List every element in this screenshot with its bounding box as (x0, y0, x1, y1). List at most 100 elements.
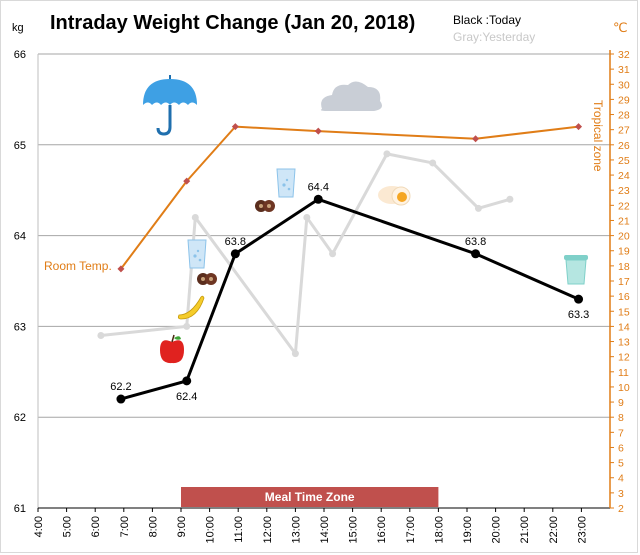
today-point (313, 194, 323, 204)
y-right-tick-label: 13 (618, 337, 630, 349)
chocolate-icon (255, 200, 275, 212)
x-tick-label: 10:00 (205, 516, 217, 544)
y-right-tick-label: 25 (618, 155, 630, 167)
y-right-tick-label: 26 (618, 140, 630, 152)
today-data-label: 62.4 (176, 391, 197, 403)
x-tick-label: 23:00 (576, 516, 588, 544)
left-axis-unit: kg (12, 22, 24, 34)
y-right-tick-label: 9 (618, 397, 624, 409)
y-right-tick-label: 27 (618, 125, 630, 137)
y-left-tick-label: 66 (14, 49, 26, 61)
y-right-tick-label: 22 (618, 200, 630, 212)
yesterday-point (97, 331, 105, 339)
egg-icon (378, 186, 411, 206)
tropical-zone-label: Tropical zone (591, 100, 605, 172)
yesterday-point (506, 195, 514, 203)
y-left-tick-label: 61 (14, 503, 26, 515)
x-tick-label: 20:00 (491, 516, 503, 544)
meal-zone-label: Meal Time Zone (265, 490, 355, 504)
y-right-tick-label: 16 (618, 291, 630, 303)
y-right-tick-label: 18 (618, 261, 630, 273)
x-tick-label: 4:00 (33, 516, 45, 537)
x-tick-label: 21:00 (519, 516, 531, 544)
x-tick-label: 6:00 (90, 516, 102, 537)
series-line (100, 152, 511, 356)
y-right-tick-label: 28 (618, 110, 630, 122)
y-right-tick-label: 24 (618, 170, 630, 182)
water-glass-icon (276, 168, 296, 198)
x-tick-label: 18:00 (433, 516, 445, 544)
y-left-tick-label: 65 (14, 140, 26, 152)
temp-point (117, 265, 125, 273)
series-today: 62.2 62.4 63.8 64.4 63.8 63.3 (110, 181, 589, 404)
x-tick-label: 16:00 (376, 516, 388, 544)
yesterday-point (303, 213, 311, 221)
trash-can-icon (564, 255, 588, 285)
yesterday-point (329, 250, 337, 258)
annotations: Room Temp. Tropical zone (44, 100, 605, 273)
temp-point (472, 135, 480, 143)
temp-point (314, 127, 322, 135)
apple-icon (160, 334, 184, 364)
yesterday-point (183, 322, 191, 330)
x-tick-label: 7:00 (119, 516, 131, 537)
today-data-label: 62.2 (110, 381, 131, 393)
y-right-tick-label: 19 (618, 246, 630, 258)
today-data-label: 63.3 (568, 309, 589, 321)
y-right-tick-label: 17 (618, 276, 630, 288)
today-point (230, 249, 240, 259)
today-point (182, 376, 192, 386)
yesterday-point (429, 159, 437, 167)
y-right-tick-label: 5 (618, 458, 624, 470)
today-data-label: 64.4 (308, 181, 329, 193)
y-right-tick-label: 12 (618, 352, 630, 364)
temp-point (183, 177, 191, 185)
legend-yesterday: Gray:Yesterday (453, 30, 536, 44)
y-right-tick-label: 31 (618, 64, 630, 76)
meal-zone-bar (181, 487, 439, 507)
x-tick-label: 14:00 (319, 516, 331, 544)
today-point (471, 249, 481, 259)
y-right-tick-label: 30 (618, 79, 630, 91)
cloud-icon (320, 81, 382, 111)
y-right-tick-label: 3 (618, 488, 624, 500)
x-tick-label: 8:00 (147, 516, 159, 537)
y-right-tick-label: 11 (618, 367, 629, 379)
y-right-tick-label: 23 (618, 185, 630, 197)
chocolate-icon (197, 273, 217, 285)
right-axis-unit: ℃ (613, 20, 628, 35)
yesterday-point (291, 350, 299, 358)
x-tick-label: 12:00 (262, 516, 274, 544)
y-right-tick-label: 32 (618, 49, 630, 61)
today-data-label: 63.8 (225, 236, 246, 248)
y-right-tick-label: 15 (618, 306, 630, 318)
y-right-tick-label: 6 (618, 442, 624, 454)
y-right-tick-label: 8 (618, 412, 624, 424)
y-right-tick-label: 14 (618, 321, 630, 333)
umbrella-icon (143, 75, 197, 136)
today-point (116, 394, 126, 404)
series-line (120, 197, 580, 401)
temp-point (231, 123, 239, 131)
temp-point (575, 123, 583, 131)
y-right-tick-label: 20 (618, 231, 630, 243)
y-right-tick-label: 21 (618, 215, 630, 227)
chart-title: Intraday Weight Change (Jan 20, 2018) (50, 12, 416, 34)
legend-today: Black :Today (453, 13, 522, 27)
yesterday-point (383, 150, 391, 158)
today-point (574, 294, 584, 304)
yesterday-point (474, 204, 482, 212)
x-tick-label: 17:00 (405, 516, 417, 544)
yesterday-point (191, 213, 199, 221)
series-room-temp (117, 123, 583, 273)
y-left-tick-label: 62 (14, 412, 26, 424)
x-tick-label: 11:00 (233, 516, 245, 543)
x-tick-label: 13:00 (290, 516, 302, 544)
y-left-tick-label: 64 (14, 231, 26, 243)
banana-icon (177, 295, 205, 320)
room-temp-label: Room Temp. (44, 259, 112, 273)
x-tick-label: 15:00 (348, 516, 360, 544)
today-data-label: 63.8 (465, 236, 486, 248)
